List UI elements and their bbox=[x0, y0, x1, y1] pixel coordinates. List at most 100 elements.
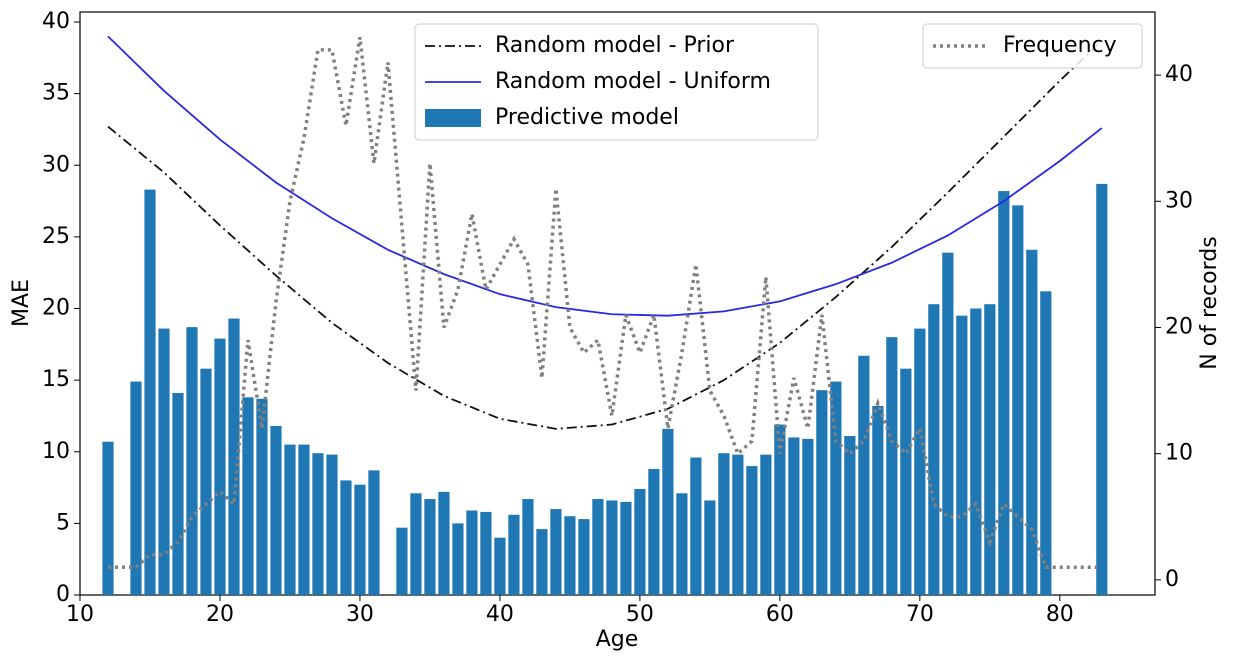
bar bbox=[144, 189, 156, 595]
bar bbox=[396, 527, 408, 595]
bar bbox=[438, 491, 450, 595]
bar bbox=[928, 304, 940, 595]
bar bbox=[1026, 249, 1038, 595]
bar bbox=[312, 453, 324, 595]
y-tick-label: 40 bbox=[42, 9, 70, 34]
bar bbox=[760, 454, 772, 595]
bar bbox=[270, 425, 282, 595]
bar bbox=[228, 318, 240, 595]
y-tick-label: 5 bbox=[56, 510, 70, 535]
bar bbox=[802, 438, 814, 595]
y-tick-label: 30 bbox=[42, 152, 70, 177]
y-tick-label: 0 bbox=[56, 582, 70, 607]
y2-axis-label: N of records bbox=[1197, 236, 1222, 369]
bar bbox=[550, 509, 562, 595]
bar bbox=[172, 393, 184, 595]
legend-box bbox=[414, 23, 819, 141]
bar bbox=[452, 523, 464, 595]
x-tick-label: 40 bbox=[486, 602, 514, 627]
bar bbox=[298, 444, 310, 595]
y-tick-label: 10 bbox=[42, 439, 70, 464]
bar bbox=[774, 424, 786, 595]
bar bbox=[186, 327, 198, 595]
bar bbox=[872, 405, 884, 595]
bar bbox=[256, 398, 268, 595]
bar bbox=[284, 444, 296, 595]
x-tick-label: 30 bbox=[346, 602, 374, 627]
y2-tick-label: 0 bbox=[1165, 567, 1179, 592]
bar bbox=[606, 500, 618, 595]
bar bbox=[102, 441, 114, 595]
x-tick-label: 10 bbox=[66, 602, 94, 627]
bar bbox=[942, 252, 954, 595]
bar bbox=[676, 493, 688, 595]
bar bbox=[816, 390, 828, 595]
legend-box bbox=[922, 23, 1143, 69]
bar bbox=[158, 328, 170, 595]
bar bbox=[592, 499, 604, 595]
bar bbox=[634, 489, 646, 595]
bar bbox=[788, 437, 800, 595]
bar bbox=[662, 428, 674, 595]
bar bbox=[732, 454, 744, 595]
bar bbox=[536, 529, 548, 595]
bar bbox=[956, 315, 968, 595]
y2-tick-label: 10 bbox=[1165, 441, 1193, 466]
y-tick-label: 15 bbox=[42, 367, 70, 392]
x-tick-label: 60 bbox=[766, 602, 794, 627]
bar bbox=[214, 338, 226, 595]
bar bbox=[620, 501, 632, 595]
legend-label: Frequency bbox=[1003, 33, 1117, 58]
bar bbox=[424, 499, 436, 595]
bar bbox=[830, 381, 842, 595]
y-tick-label: 20 bbox=[42, 296, 70, 321]
bar bbox=[522, 499, 534, 595]
bar bbox=[340, 480, 352, 595]
bar bbox=[578, 519, 590, 595]
bar bbox=[410, 493, 422, 595]
bar bbox=[704, 500, 716, 595]
bar bbox=[886, 337, 898, 595]
bar bbox=[718, 453, 730, 595]
bar bbox=[690, 457, 702, 595]
y-tick-label: 35 bbox=[42, 81, 70, 106]
bar bbox=[1040, 291, 1052, 595]
bar bbox=[466, 510, 478, 595]
bar bbox=[1096, 183, 1108, 595]
bar bbox=[998, 191, 1010, 595]
legend-label: Random model - Prior bbox=[495, 33, 735, 58]
bar bbox=[746, 466, 758, 595]
x-tick-label: 70 bbox=[906, 602, 934, 627]
x-tick-label: 50 bbox=[626, 602, 654, 627]
bar bbox=[970, 308, 982, 595]
bar bbox=[914, 328, 926, 595]
line-series bbox=[107, 35, 1103, 317]
line-series bbox=[107, 36, 1102, 569]
bar bbox=[242, 397, 254, 595]
bar bbox=[900, 368, 912, 595]
bar bbox=[858, 355, 870, 595]
bar bbox=[494, 537, 506, 595]
legend-label: Predictive model bbox=[495, 105, 679, 130]
bar bbox=[508, 514, 520, 595]
x-tick-label: 20 bbox=[206, 602, 234, 627]
bar bbox=[564, 516, 576, 595]
bar bbox=[326, 454, 338, 595]
y2-tick-label: 30 bbox=[1165, 188, 1193, 213]
legend-swatch bbox=[425, 109, 481, 127]
bar bbox=[368, 470, 380, 595]
legend-label: Random model - Uniform bbox=[495, 69, 771, 94]
bar bbox=[984, 304, 996, 595]
bar bbox=[844, 436, 856, 595]
x-tick-label: 80 bbox=[1046, 602, 1074, 627]
bar bbox=[480, 511, 492, 595]
y2-tick-label: 40 bbox=[1165, 62, 1193, 87]
line-series bbox=[107, 39, 1103, 430]
x-axis-label: Age bbox=[596, 627, 639, 652]
bar bbox=[354, 484, 366, 595]
y-axis-label: MAE bbox=[9, 279, 34, 327]
bar bbox=[648, 468, 660, 595]
bar bbox=[200, 368, 212, 595]
y2-tick-label: 20 bbox=[1165, 314, 1193, 339]
